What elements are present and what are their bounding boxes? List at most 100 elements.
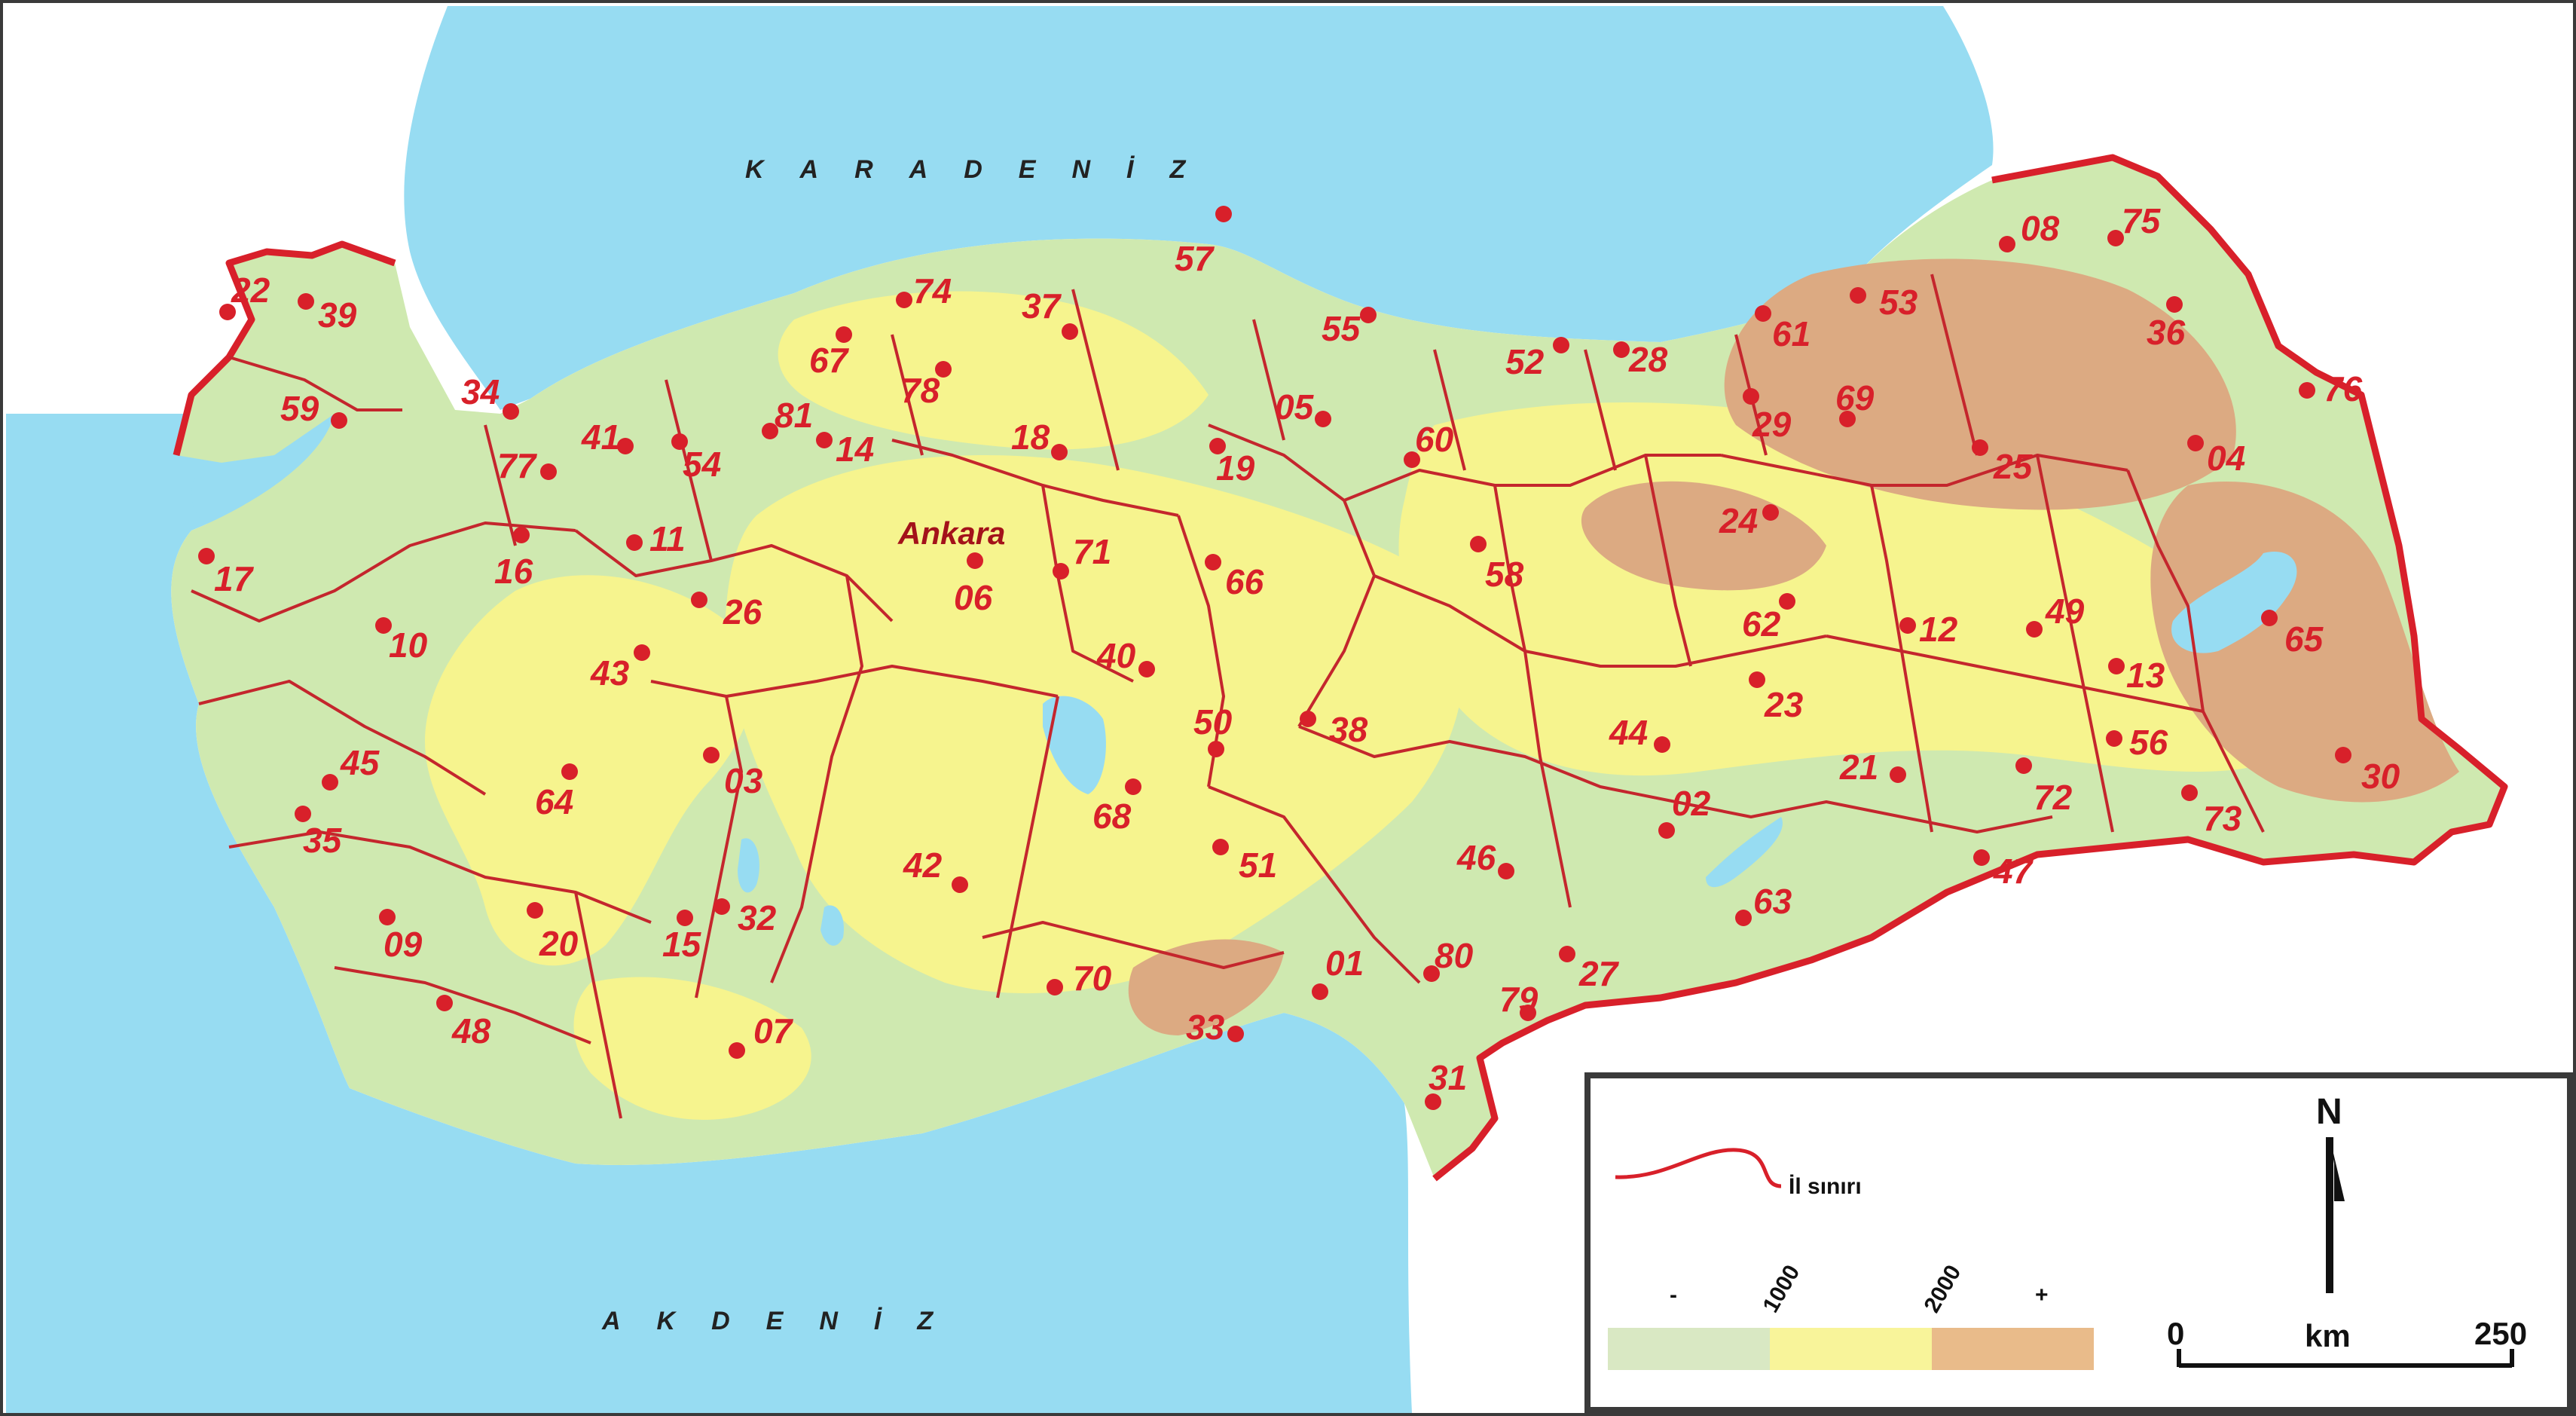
province-center-dot [295, 806, 311, 822]
lake-van [2171, 552, 2297, 653]
province-58: 58 [1470, 536, 1524, 594]
province-center-dot [2026, 621, 2043, 638]
eastern-border [1432, 154, 2508, 1182]
province-07: 07 [729, 1011, 794, 1059]
elevation-zone-high-northeast [1724, 258, 2236, 510]
province-plate-label: 72 [2034, 778, 2073, 817]
elevation-zone-mid-west [425, 575, 754, 966]
province-boundaries [191, 274, 2265, 1119]
province-70: 70 [1047, 959, 1112, 998]
province-44: 44 [1609, 713, 1670, 753]
province-01: 01 [1312, 943, 1364, 1000]
province-16: 16 [494, 527, 533, 591]
province-71: 71 [1053, 532, 1111, 580]
province-plate-label: 04 [2207, 439, 2245, 478]
province-15: 15 [662, 910, 702, 964]
province-plate-label: 40 [1096, 636, 1136, 675]
province-plate-label: 51 [1239, 846, 1277, 885]
province-center-dot [540, 463, 557, 480]
province-36: 36 [2147, 296, 2186, 352]
province-center-dot [691, 592, 707, 608]
province-plate-label: 52 [1505, 342, 1545, 381]
province-62: 62 [1742, 593, 1795, 644]
province-center-dot [1404, 451, 1420, 468]
elevation-zone-mid-north [778, 291, 1209, 450]
province-plate-label: 06 [954, 578, 993, 617]
lake-egirdir [738, 838, 759, 893]
province-plate-label: 30 [2361, 757, 2400, 796]
province-55: 55 [1322, 307, 1377, 348]
province-center-dot [1138, 661, 1155, 677]
province-center-dot [1498, 863, 1514, 879]
province-center-dot [322, 774, 338, 791]
province-25: 25 [1972, 439, 2034, 486]
province-21: 21 [1839, 748, 1906, 787]
province-plate-label: 60 [1415, 420, 1454, 459]
province-05: 05 [1275, 387, 1331, 427]
province-plate-label: 69 [1835, 378, 1875, 417]
province-64: 64 [535, 763, 578, 821]
province-plate-label: 53 [1879, 283, 1918, 322]
province-plate-label: 58 [1485, 555, 1524, 594]
sea-label-akdeniz: AKDENİZ [601, 1307, 969, 1335]
province-52: 52 [1505, 337, 1569, 381]
province-03: 03 [703, 747, 763, 800]
province-73: 73 [2181, 784, 2242, 838]
province-43: 43 [590, 644, 650, 693]
province-50: 50 [1193, 702, 1233, 757]
black-sea [404, 6, 1994, 410]
province-center-dot [1973, 849, 1990, 866]
province-center-dot [1425, 1093, 1441, 1110]
province-45: 45 [322, 743, 380, 791]
province-plate-label: 64 [535, 782, 573, 821]
province-plate-label: 54 [683, 445, 721, 484]
province-center-dot [2335, 747, 2351, 763]
province-plate-label: 75 [2122, 201, 2162, 240]
province-20: 20 [527, 902, 579, 963]
province-plate-label: 26 [723, 592, 762, 632]
province-plate-label: 14 [836, 430, 874, 469]
province-center-dot [1850, 287, 1866, 304]
province-plate-label: 71 [1073, 532, 1111, 571]
province-center-dot [561, 763, 578, 780]
elevation-zone-high-east [2150, 482, 2459, 803]
province-31: 31 [1425, 1058, 1467, 1110]
province-47: 47 [1973, 849, 2034, 891]
province-center-dot [1559, 946, 1575, 962]
province-plate-label: 48 [451, 1011, 491, 1051]
province-23: 23 [1749, 671, 1804, 724]
province-75: 75 [2107, 201, 2162, 246]
province-plate-label: 24 [1719, 501, 1758, 540]
province-center-dot [1062, 323, 1078, 340]
province-plate-label: 16 [494, 552, 533, 591]
province-10: 10 [375, 617, 428, 665]
province-plate-label: 49 [2045, 592, 2085, 631]
province-center-dot [219, 304, 236, 320]
province-center-dot [298, 293, 314, 310]
province-42: 42 [903, 846, 968, 893]
province-center-dot [1125, 778, 1141, 795]
scale-end: 250 [2474, 1316, 2527, 1351]
province-center-dot [2299, 382, 2315, 399]
province-14: 14 [816, 430, 874, 469]
province-plate-label: 55 [1322, 309, 1361, 348]
province-37: 37 [1022, 286, 1078, 340]
province-plate-label: 07 [753, 1011, 794, 1051]
province-center-dot [1047, 979, 1063, 995]
province-plate-label: 46 [1456, 838, 1496, 877]
province-center-dot [198, 548, 215, 564]
province-56: 56 [2106, 723, 2168, 762]
province-center-dot [1205, 554, 1221, 570]
sea-label-karadeniz: KARADENİZ [745, 155, 1221, 184]
scale-bar [2177, 1349, 2514, 1368]
scale-start: 0 [2167, 1316, 2184, 1351]
capital-label-ankara: Ankara [897, 515, 1005, 551]
province-30: 30 [2335, 747, 2400, 796]
province-plate-label: 70 [1073, 959, 1112, 998]
province-plate-label: 81 [775, 396, 813, 435]
province-80: 80 [1423, 936, 1474, 982]
province-center-dot [1654, 736, 1670, 753]
province-plate-label: 61 [1772, 314, 1811, 353]
province-06: 06 [954, 552, 993, 617]
province-plate-label: 11 [649, 519, 686, 558]
